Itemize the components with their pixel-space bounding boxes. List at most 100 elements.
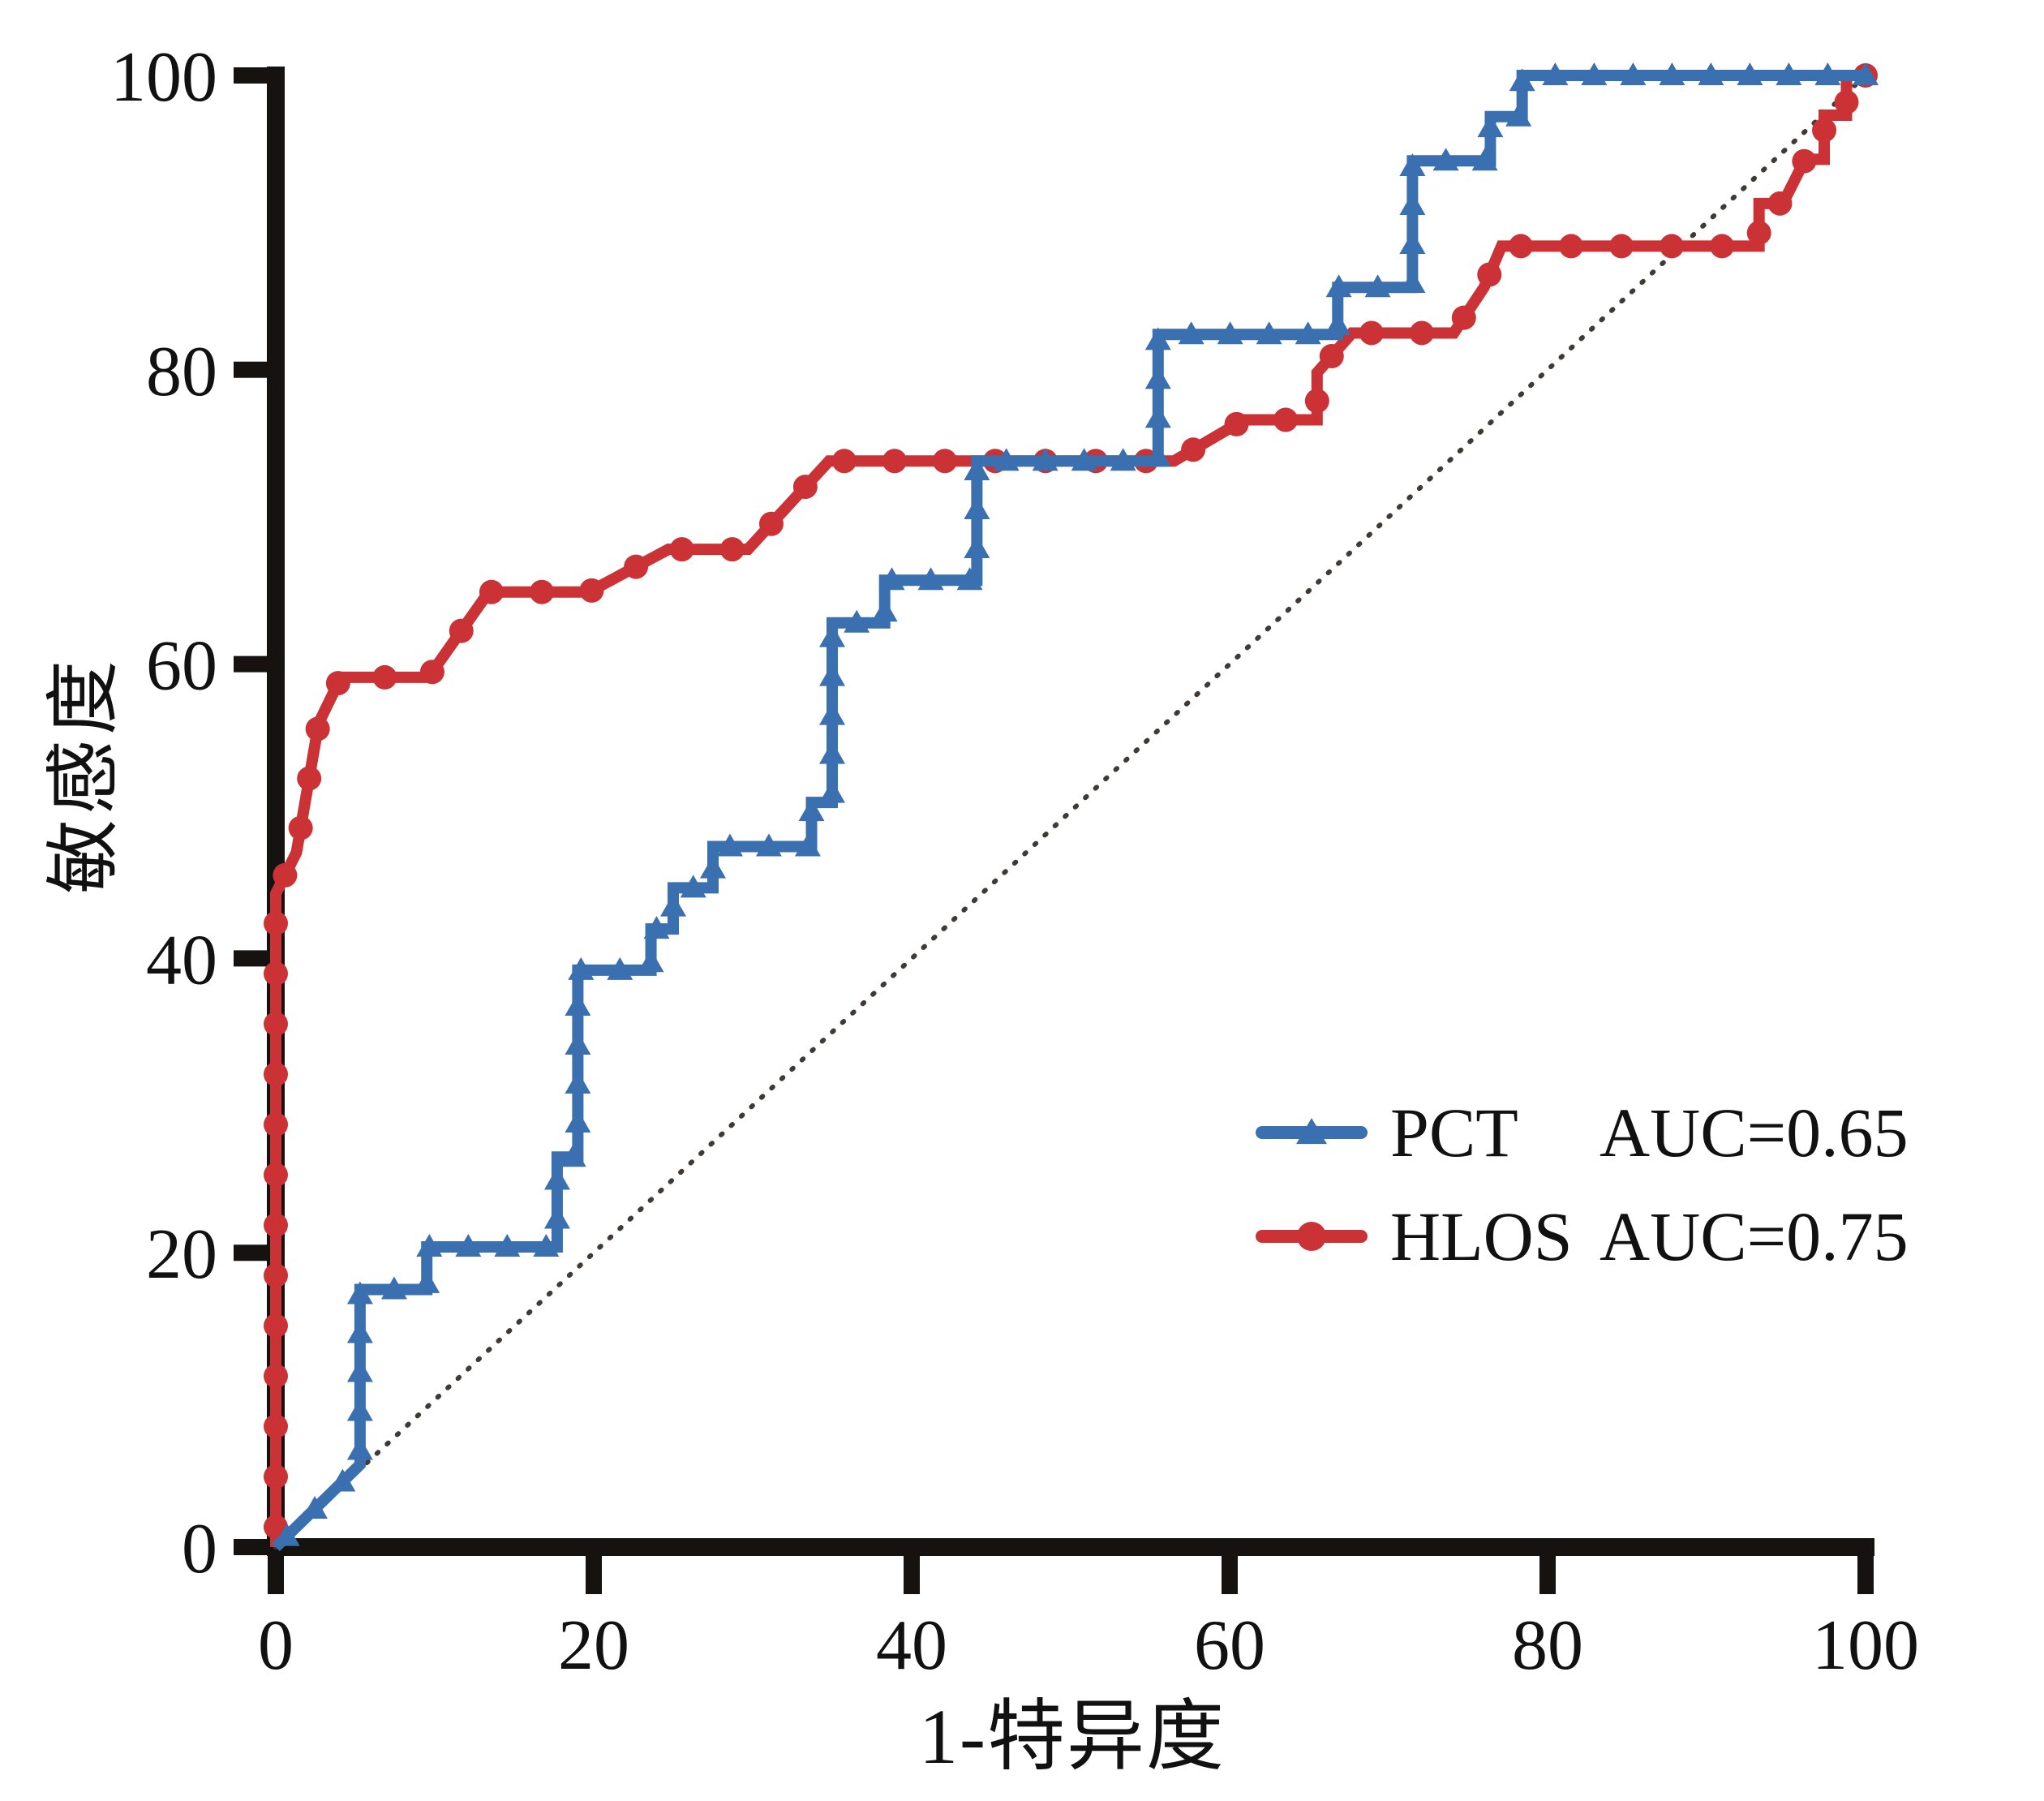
pct-marker: [819, 780, 845, 803]
pct-marker: [716, 833, 743, 857]
hlos-marker: [1559, 234, 1584, 259]
pct-marker: [700, 855, 726, 879]
circle-marker-icon: [1297, 1222, 1326, 1251]
hlos-marker: [1273, 407, 1299, 432]
pct-auc-value: AUC=0.65: [1600, 1094, 1909, 1171]
hlos-marker: [1660, 234, 1685, 259]
hlos-marker: [264, 1263, 288, 1288]
hlos-marker: [882, 449, 907, 474]
pct-marker: [1399, 270, 1426, 294]
pct-marker: [543, 1206, 570, 1229]
pct-marker: [533, 1233, 560, 1257]
x-tick-label: 20: [558, 1606, 629, 1685]
x-tick-label: 80: [1512, 1606, 1583, 1685]
x-axis-label: 1-特异度: [919, 1693, 1226, 1780]
pct-marker: [1659, 62, 1685, 85]
pct-marker: [1853, 62, 1879, 85]
hlos-marker: [419, 660, 444, 685]
pct-marker: [346, 1398, 373, 1421]
pct-marker: [543, 1167, 570, 1190]
y-tick-label: 20: [146, 1215, 217, 1294]
hlos-marker: [1409, 320, 1434, 346]
hlos-marker: [264, 1112, 288, 1137]
hlos-marker: [792, 475, 818, 500]
pct-marker: [302, 1496, 328, 1519]
pct-marker: [416, 1233, 443, 1257]
pct-marker: [798, 798, 825, 822]
hlos-marker: [932, 449, 957, 474]
pct-marker: [565, 1071, 591, 1094]
pct-marker: [993, 448, 1020, 471]
x-tick-label: 100: [1812, 1606, 1919, 1685]
pct-marker: [1364, 274, 1391, 298]
pct-marker: [871, 599, 898, 622]
pct-marker: [273, 1523, 300, 1546]
hlos-marker: [1812, 118, 1837, 143]
pct-marker: [1776, 62, 1802, 85]
pct-marker: [1071, 448, 1097, 471]
pct-marker: [1144, 366, 1171, 389]
hlos-marker: [264, 961, 288, 986]
pct-marker: [643, 916, 670, 939]
pct-marker: [607, 956, 633, 980]
hlos-marker: [264, 1163, 288, 1188]
pct-marker: [1432, 148, 1459, 171]
pct-marker: [1399, 231, 1426, 255]
triangle-marker-icon: [1296, 1118, 1327, 1145]
pct-marker: [755, 833, 782, 857]
pct-marker: [1032, 448, 1058, 471]
hlos-marker: [669, 537, 694, 562]
legend: PCT AUC=0.65 HLOS AUC=0.75: [1256, 1081, 1909, 1288]
pct-marker: [1256, 321, 1282, 345]
hlos-marker: [305, 716, 330, 741]
pct-marker: [565, 1110, 591, 1133]
pct-marker: [1581, 62, 1608, 85]
pct-marker: [819, 702, 845, 725]
hlos-marker: [264, 1012, 288, 1037]
hlos-marker: [297, 766, 322, 791]
pct-marker: [1471, 148, 1498, 171]
pct-legend-swatch: [1256, 1108, 1368, 1157]
hlos-marker: [264, 1313, 288, 1339]
pct-marker: [346, 1281, 373, 1305]
hlos-legend-swatch: [1256, 1212, 1368, 1261]
x-tick-label: 60: [1194, 1606, 1265, 1685]
hlos-marker: [1767, 191, 1793, 216]
pct-marker: [380, 1276, 407, 1300]
pct-marker: [1110, 448, 1136, 471]
pct-marker: [844, 609, 870, 633]
pct-marker: [346, 1359, 373, 1382]
pct-marker: [794, 833, 821, 857]
hlos-marker: [831, 449, 857, 474]
hlos-marker: [1609, 234, 1634, 259]
pct-marker: [494, 1233, 521, 1257]
hlos-marker: [1710, 234, 1735, 259]
hlos-legend-label: HLOS: [1390, 1197, 1573, 1275]
pct-marker: [1505, 103, 1532, 127]
legend-item-pct: PCT AUC=0.65: [1256, 1081, 1909, 1184]
pct-marker: [565, 1032, 591, 1055]
y-tick-label: 80: [146, 333, 217, 411]
pct-marker: [1542, 62, 1569, 85]
pct-marker: [455, 1233, 482, 1257]
hlos-marker: [288, 815, 313, 840]
pct-marker: [1698, 62, 1724, 85]
y-tick-label: 100: [110, 38, 217, 117]
pct-marker: [1477, 114, 1504, 138]
y-tick-label: 40: [146, 921, 217, 999]
pct-marker: [819, 624, 845, 647]
hlos-marker: [273, 862, 298, 888]
pct-marker: [414, 1270, 440, 1293]
hlos-marker: [1792, 148, 1817, 174]
hlos-auc-value: AUC=0.75: [1600, 1197, 1909, 1275]
legend-item-hlos: HLOS AUC=0.75: [1256, 1184, 1909, 1288]
y-tick-label: 60: [146, 627, 217, 706]
pct-marker: [660, 893, 686, 917]
hlos-marker: [529, 579, 554, 604]
hlos-marker: [624, 554, 649, 579]
hlos-marker: [1834, 89, 1859, 114]
pct-marker: [1399, 153, 1426, 177]
pct-marker: [638, 949, 664, 973]
pct-marker: [346, 1437, 373, 1460]
pct-marker: [1737, 62, 1763, 85]
